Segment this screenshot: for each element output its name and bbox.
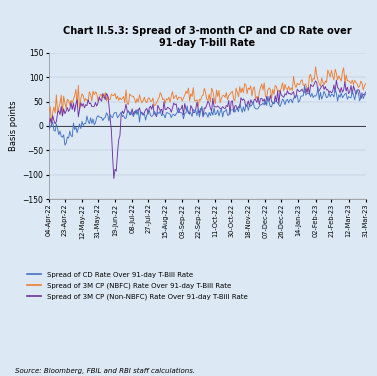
- Text: Source: Bloomberg, FBIL and RBI staff calculations.: Source: Bloomberg, FBIL and RBI staff ca…: [15, 368, 195, 374]
- Title: Chart II.5.3: Spread of 3-month CP and CD Rate over
91-day T-bill Rate: Chart II.5.3: Spread of 3-month CP and C…: [63, 26, 352, 48]
- Y-axis label: Basis points: Basis points: [9, 101, 18, 151]
- Legend: Spread of CD Rate Over 91-day T-Bill Rate, Spread of 3M CP (NBFC) Rate Over 91-d: Spread of CD Rate Over 91-day T-Bill Rat…: [27, 272, 247, 300]
